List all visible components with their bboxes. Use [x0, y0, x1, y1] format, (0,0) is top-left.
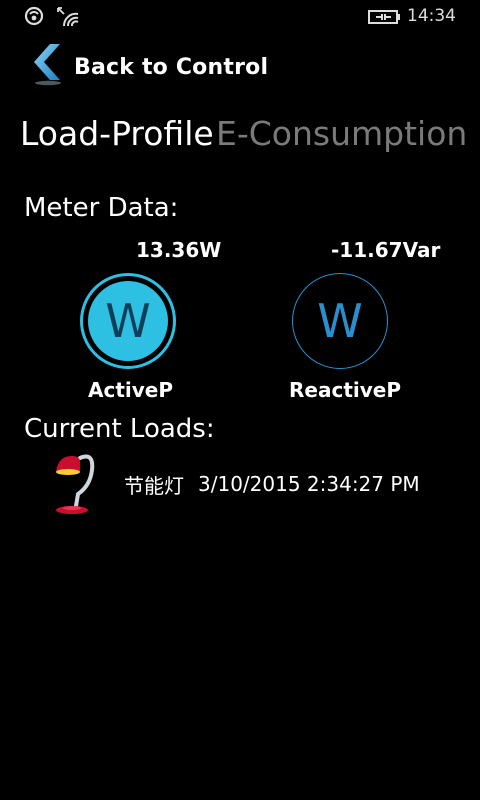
active-power-glyph: W: [105, 294, 151, 348]
tab-e-consumption[interactable]: E-Consumption: [216, 114, 468, 153]
current-loads-title: Current Loads:: [24, 414, 215, 444]
reactive-power-label: ReactiveP: [289, 378, 401, 402]
meter-data-title: Meter Data:: [24, 193, 179, 223]
load-list-item[interactable]: 节能灯 3/10/2015 2:34:27 PM: [50, 448, 420, 520]
load-name: 节能灯: [124, 473, 184, 498]
back-label: Back to Control: [74, 54, 269, 80]
active-power-label: ActiveP: [88, 378, 174, 402]
reactive-power-disc: W: [317, 294, 362, 348]
reactive-power-button[interactable]: W: [292, 273, 388, 369]
back-arrow-icon: [28, 42, 68, 92]
active-power-value: 13.36W: [136, 238, 222, 262]
signal-icon: [24, 6, 44, 30]
reactive-power-glyph: W: [317, 294, 363, 348]
load-timestamp: 3/10/2015 2:34:27 PM: [198, 472, 420, 496]
wifi-icon: [56, 6, 80, 32]
reactive-power-value: -11.67Var: [331, 238, 441, 262]
active-power-disc: W: [88, 281, 168, 361]
tab-load-profile[interactable]: Load-Profile: [20, 114, 214, 153]
status-clock: 14:34: [407, 6, 456, 26]
back-button[interactable]: Back to Control: [28, 44, 268, 90]
active-power-button[interactable]: W: [80, 273, 176, 369]
battery-charging-icon: [368, 8, 402, 30]
desk-lamp-icon: [50, 448, 98, 520]
